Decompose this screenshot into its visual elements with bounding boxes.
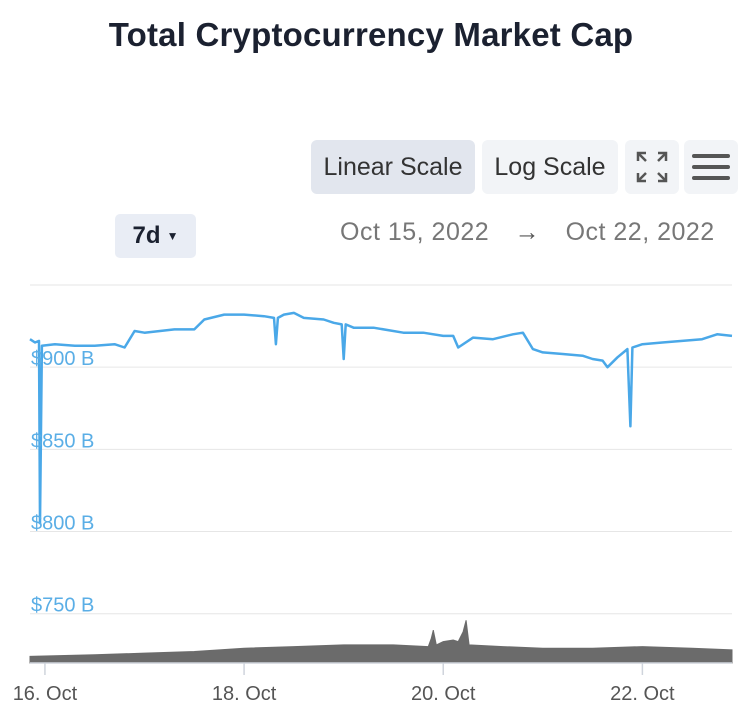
x-tick-label: 22. Oct	[610, 683, 675, 705]
caret-down-icon: ▼	[166, 229, 179, 243]
y-axis-labels: $900 B $850 B $800 B $750 B	[31, 348, 94, 617]
range-selector-value: 7d	[132, 222, 161, 249]
volume-series	[29, 620, 733, 664]
menu-button[interactable]	[684, 140, 738, 194]
x-axis: 16. Oct 18. Oct 20. Oct 22. Oct	[13, 662, 732, 705]
gridlines	[30, 284, 732, 615]
date-range-arrow: →	[514, 218, 541, 246]
date-from[interactable]: Oct 15, 2022	[340, 218, 490, 246]
y-tick-label: $800 B	[31, 513, 94, 535]
market-cap-series	[29, 311, 733, 525]
range-selector-dropdown[interactable]: 7d ▼	[115, 214, 196, 258]
fullscreen-button[interactable]	[625, 140, 679, 194]
x-tick-label: 20. Oct	[411, 683, 476, 705]
y-tick-label: $750 B	[31, 595, 94, 617]
x-tick-label: 18. Oct	[212, 683, 277, 705]
fullscreen-icon	[636, 151, 668, 183]
hamburger-menu-icon	[692, 154, 730, 180]
volume-area	[29, 620, 733, 664]
x-tick-label: 16. Oct	[13, 683, 78, 705]
y-tick-label: $850 B	[31, 430, 94, 452]
linear-scale-button[interactable]: Linear Scale	[311, 140, 475, 194]
chart-title: Total Cryptocurrency Market Cap	[108, 16, 634, 53]
market-cap-line	[29, 311, 733, 525]
y-tick-label: $900 B	[31, 348, 94, 370]
date-to[interactable]: Oct 22, 2022	[565, 218, 715, 246]
date-range: Oct 15, 2022 → Oct 22, 2022	[340, 218, 715, 247]
log-scale-button[interactable]: Log Scale	[482, 140, 618, 194]
